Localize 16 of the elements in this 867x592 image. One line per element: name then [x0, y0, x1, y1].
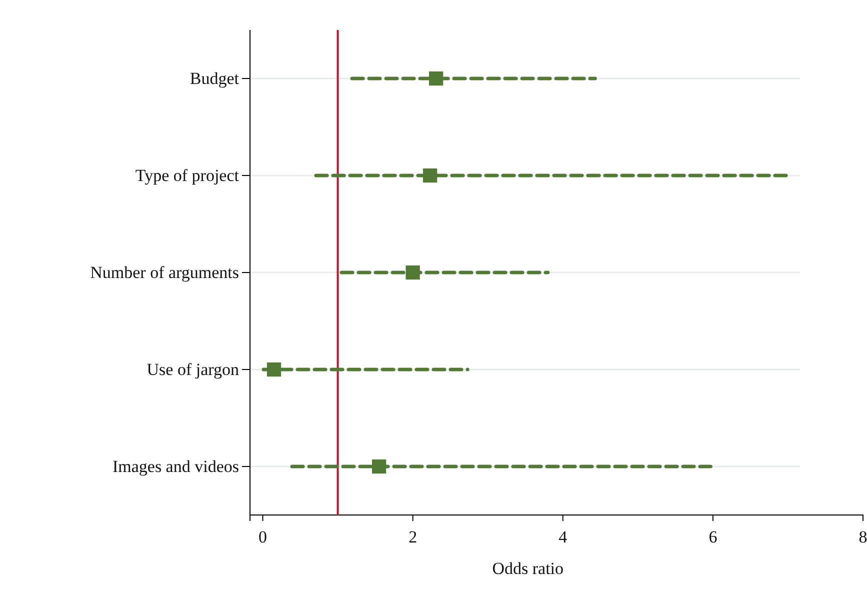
point	[423, 168, 438, 183]
x-tick-label: 8	[858, 528, 867, 547]
y-tick-label: Budget	[190, 68, 240, 88]
x-tick-label: 0	[258, 528, 268, 547]
x-tick-label: 2	[408, 528, 418, 547]
x-tick-label: 4	[558, 528, 568, 547]
x-axis-title: Odds ratio	[492, 559, 564, 578]
y-tick-label: Use of jargon	[146, 360, 240, 379]
point	[406, 265, 420, 280]
y-tick-label: Number of arguments	[90, 262, 239, 282]
point	[266, 362, 282, 377]
point	[429, 71, 444, 86]
point	[372, 459, 386, 474]
y-tick-label: Images and videos	[112, 456, 239, 476]
x-tick-label: 6	[708, 528, 718, 547]
y-tick-label: Type of project	[135, 166, 240, 185]
